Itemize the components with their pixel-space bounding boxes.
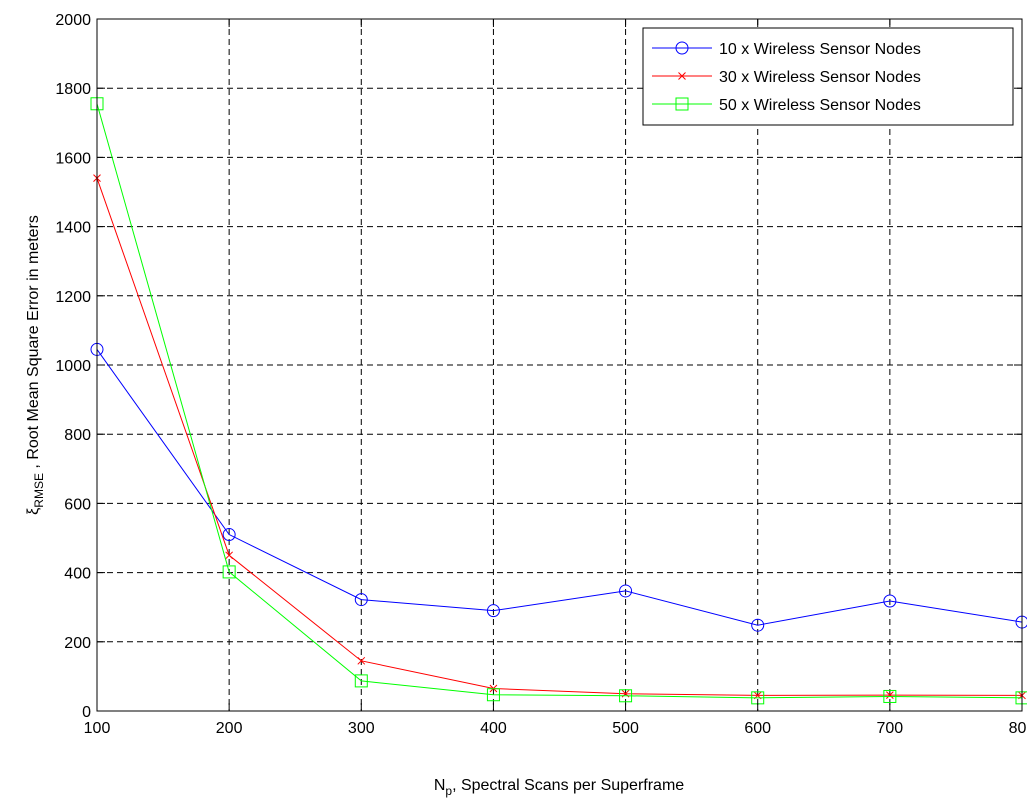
x-tick-label: 300: [348, 720, 375, 737]
data-point: [886, 691, 894, 699]
y-axis-label-rest: , Root Mean Square Error in meters: [25, 215, 42, 473]
data-point: [883, 594, 897, 608]
data-point: [486, 604, 500, 618]
y-tick-label: 1400: [55, 220, 91, 237]
y-tick-label: 1800: [55, 81, 91, 98]
y-tick-label: 200: [64, 635, 91, 652]
legend-entry: 10 x Wireless Sensor Nodes: [652, 41, 921, 58]
data-point: [222, 565, 236, 579]
legend-marker: [675, 97, 689, 111]
y-axis-label-main: ξ: [25, 508, 42, 515]
axis-ticks: 100 200 300 400 500 600 700 800 0 200 400 600 800 100…: [55, 12, 1027, 737]
series-layer: [90, 97, 1027, 705]
y-axis-label: ξRMSE , Root Mean Square Error in meters: [25, 215, 46, 515]
data-point: [883, 689, 897, 703]
y-tick-label: 2000: [55, 12, 91, 29]
legend-label: 50 x Wireless Sensor Nodes: [719, 97, 921, 114]
data-point: [222, 528, 236, 542]
data-point: [225, 551, 233, 560]
y-tick-label: 1000: [55, 358, 91, 375]
series-line: [96, 103, 1023, 699]
data-point: [354, 593, 368, 607]
data-point: [619, 584, 633, 598]
legend-label: 10 x Wireless Sensor Nodes: [719, 41, 921, 58]
y-tick-label: 400: [64, 566, 91, 583]
x-tick-label: 800: [1009, 720, 1027, 737]
legend-marker: [675, 41, 689, 55]
x-tick-label: 500: [612, 720, 639, 737]
series-line: [96, 349, 1023, 626]
x-axis-label: Np, Spectral Scans per Superframe: [434, 777, 684, 798]
data-point: [751, 618, 765, 632]
y-axis-label-sub: RMSE: [32, 473, 46, 508]
legend-label: 30 x Wireless Sensor Nodes: [719, 69, 921, 86]
x-tick-label: 200: [216, 720, 243, 737]
y-tick-label: 0: [82, 704, 91, 721]
legend-entry: 30 x Wireless Sensor Nodes: [652, 69, 921, 86]
y-tick-label: 1200: [55, 289, 91, 306]
data-point: [354, 674, 368, 688]
legend: 10 x Wireless Sensor Nodes 30 x Wireless …: [642, 27, 1014, 126]
data-point: [357, 656, 366, 665]
series-line: [96, 177, 1023, 696]
x-axis-label-sub: p: [445, 784, 452, 798]
data-point: [486, 688, 500, 702]
legend-marker: [678, 72, 686, 80]
legend-entry: 50 x Wireless Sensor Nodes: [652, 97, 921, 114]
y-tick-label: 800: [64, 427, 91, 444]
x-tick-label: 100: [84, 720, 111, 737]
x-tick-label: 600: [744, 720, 771, 737]
y-tick-label: 1600: [55, 150, 91, 167]
x-axis-label-rest: , Spectral Scans per Superframe: [452, 777, 684, 794]
x-axis-label-main: N: [434, 777, 446, 794]
x-tick-label: 700: [877, 720, 904, 737]
data-point: [619, 689, 633, 703]
x-tick-label: 400: [480, 720, 507, 737]
y-tick-label: 600: [64, 496, 91, 513]
